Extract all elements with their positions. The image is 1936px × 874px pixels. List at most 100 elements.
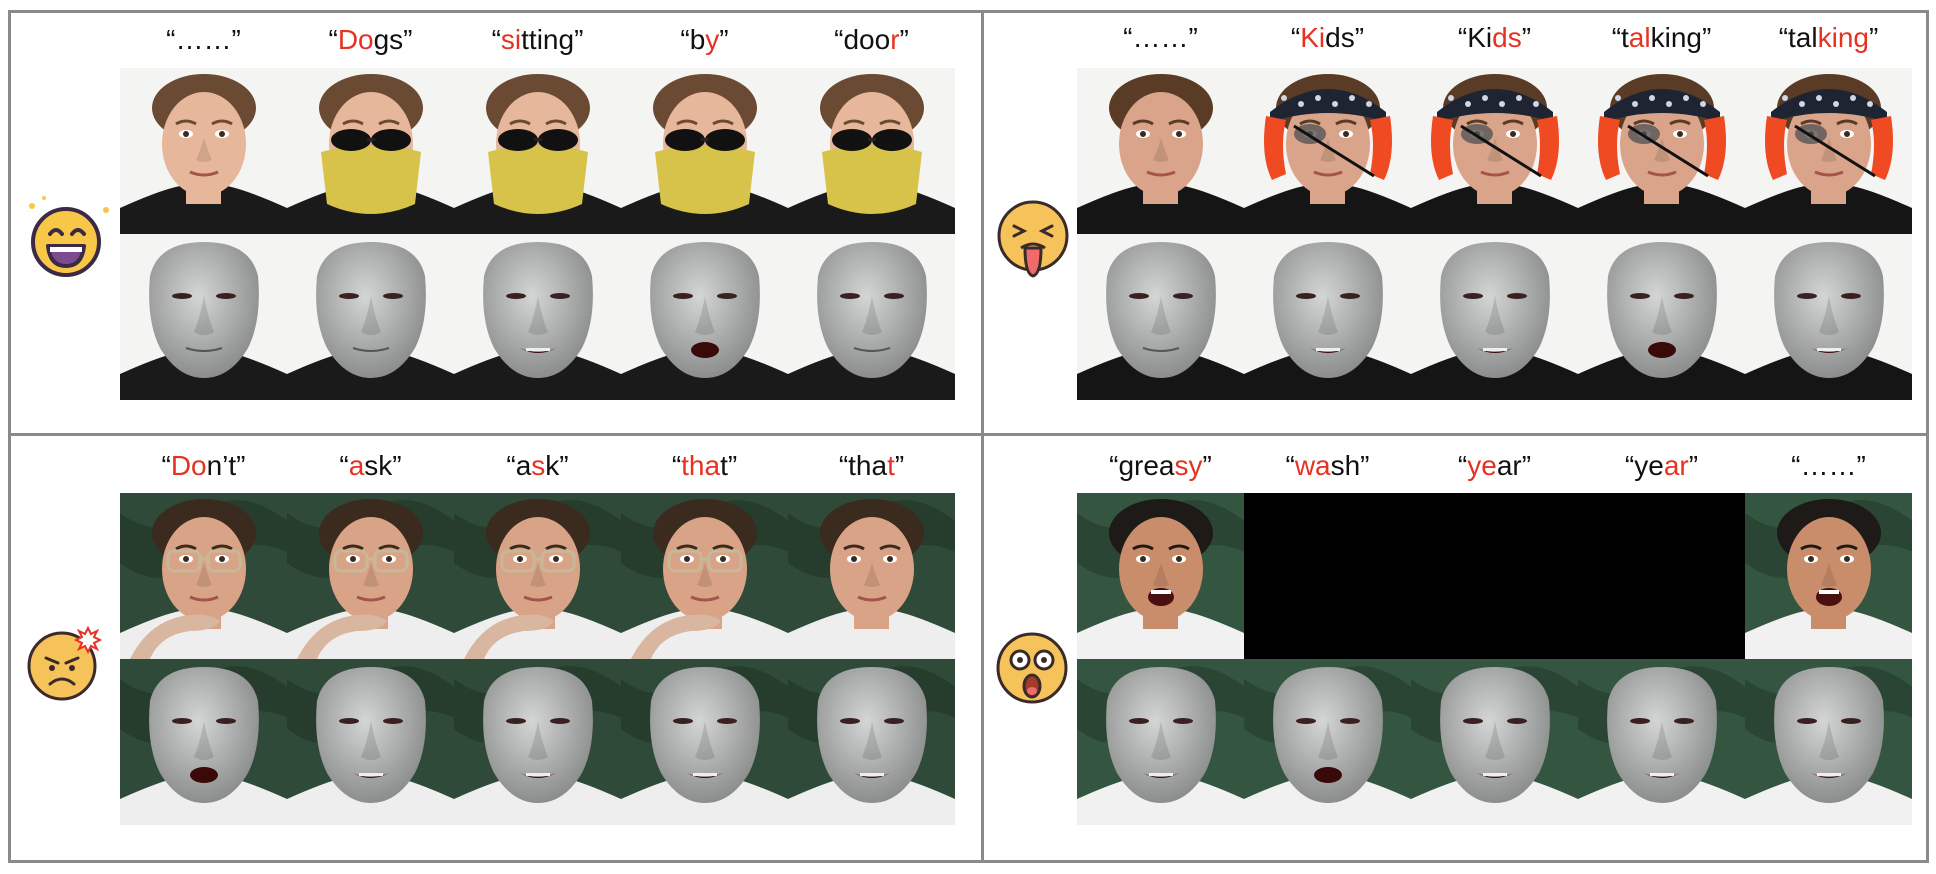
caption-p3-4: “tha t” — [621, 446, 788, 486]
face-photo-p3-5 — [788, 493, 955, 659]
face-photo-p2-3 — [1411, 68, 1578, 234]
caption-text: “a — [506, 450, 532, 481]
caption-text: “ — [1285, 450, 1295, 481]
laughing-face-emoji-icon — [20, 192, 112, 289]
angry-face-emoji-icon — [24, 622, 106, 709]
face-photo-p2-1 — [1077, 68, 1244, 234]
highlighted-phoneme: al — [1628, 22, 1651, 53]
face-mesh-p2-1 — [1077, 234, 1244, 400]
caption-p1-3: “si tting” — [454, 20, 621, 60]
face-photo-p2-2 — [1244, 68, 1411, 234]
caption-text: “tal — [1778, 22, 1818, 53]
face-photo-p2-5 — [1745, 68, 1912, 234]
caption-text: “tha — [838, 450, 888, 481]
face-mesh-p4-3 — [1411, 659, 1578, 825]
face-mesh-p1-2 — [287, 234, 454, 400]
shocked-face-emoji-icon — [992, 628, 1072, 713]
highlighted-phoneme: ar — [1663, 450, 1689, 481]
caption-p3-3: “a s k” — [454, 446, 621, 486]
face-photo-p3-2 — [287, 493, 454, 659]
caption-p2-2: “Ki ds” — [1244, 18, 1411, 58]
face-photo-p4-3 — [1411, 493, 1578, 659]
face-photo-p1-3 — [454, 68, 621, 234]
face-photo-p1-1 — [120, 68, 287, 234]
face-photo-p4-4 — [1578, 493, 1745, 659]
caption-text: ” — [1868, 22, 1879, 53]
caption-text: ” — [719, 24, 729, 55]
caption-text: “ — [671, 450, 682, 481]
face-mesh-p1-1 — [120, 234, 287, 400]
caption-text: “ye — [1624, 450, 1664, 481]
highlighted-phoneme: ye — [1467, 450, 1497, 481]
caption-p4-1: “grea sy” — [1077, 446, 1244, 486]
caption-p4-3: “ye ar” — [1411, 446, 1578, 486]
meshes-row-p1 — [120, 234, 955, 400]
face-photo-p4-2 — [1244, 493, 1411, 659]
face-mesh-p3-2 — [287, 659, 454, 825]
caption-text: “……” — [1123, 22, 1198, 53]
caption-p2-5: “tal king” — [1745, 18, 1912, 58]
face-mesh-p2-2 — [1244, 234, 1411, 400]
caption-text: “t — [1611, 22, 1629, 53]
caption-text: “b — [680, 24, 706, 55]
highlighted-phoneme: t — [887, 450, 895, 481]
face-mesh-p2-3 — [1411, 234, 1578, 400]
caption-text: gs” — [373, 24, 413, 55]
highlighted-phoneme: Do — [170, 450, 207, 481]
face-photo-p1-2 — [287, 68, 454, 234]
face-mesh-p1-5 — [788, 234, 955, 400]
meshes-row-p4 — [1077, 659, 1912, 825]
face-photo-p1-4 — [621, 68, 788, 234]
face-photo-p3-4 — [621, 493, 788, 659]
face-photo-p3-1 — [120, 493, 287, 659]
caption-p1-5: “doo r” — [788, 20, 955, 60]
caption-p4-2: “wa sh” — [1244, 446, 1411, 486]
caption-p1-4: “b y” — [621, 20, 788, 60]
caption-text: n’t” — [206, 450, 246, 481]
face-mesh-p4-4 — [1578, 659, 1745, 825]
caption-p4-4: “ye ar” — [1578, 446, 1745, 486]
face-photo-p3-3 — [454, 493, 621, 659]
meshes-row-p2 — [1077, 234, 1912, 400]
face-mesh-p2-4 — [1578, 234, 1745, 400]
caption-text: ds” — [1325, 22, 1365, 53]
caption-text: “grea — [1109, 450, 1175, 481]
caption-p3-5: “tha t” — [788, 446, 955, 486]
caption-p1-1: “……” — [120, 20, 287, 60]
caption-p2-3: “Ki ds” — [1411, 18, 1578, 58]
highlighted-phoneme: r — [890, 24, 900, 55]
highlighted-phoneme: a — [348, 450, 365, 481]
caption-text: ” — [1521, 22, 1532, 53]
face-mesh-p3-3 — [454, 659, 621, 825]
face-photo-p1-5 — [788, 68, 955, 234]
photos-row-p3 — [120, 493, 955, 659]
caption-text: “ — [161, 450, 171, 481]
caption-text: ar” — [1496, 450, 1532, 481]
caption-text: ” — [899, 24, 909, 55]
caption-text: “ — [339, 450, 349, 481]
caption-p2-1: “……” — [1077, 18, 1244, 58]
caption-p3-2: “a sk” — [287, 446, 454, 486]
caption-text: “ — [328, 24, 338, 55]
face-photo-p4-1 — [1077, 493, 1244, 659]
caption-text: “ — [491, 24, 501, 55]
caption-p1-2: “Do gs” — [287, 20, 454, 60]
photos-row-p1 — [120, 68, 955, 234]
caption-p2-4: “t al king” — [1578, 18, 1745, 58]
face-photo-p2-4 — [1578, 68, 1745, 234]
face-mesh-p3-1 — [120, 659, 287, 825]
highlighted-phoneme: s — [531, 450, 546, 481]
caption-text: “doo — [834, 24, 891, 55]
highlighted-phoneme: ds — [1492, 22, 1522, 53]
face-mesh-p4-5 — [1745, 659, 1912, 825]
face-mesh-p3-4 — [621, 659, 788, 825]
meshes-row-p3 — [120, 659, 955, 825]
highlighted-phoneme: king — [1817, 22, 1869, 53]
highlighted-phoneme: sy — [1174, 450, 1203, 481]
disgusted-face-emoji-icon — [994, 198, 1072, 287]
caption-text: king” — [1650, 22, 1712, 53]
caption-text: “Ki — [1457, 22, 1493, 53]
highlighted-phoneme: tha — [681, 450, 721, 481]
face-mesh-p4-2 — [1244, 659, 1411, 825]
highlighted-phoneme: y — [705, 24, 720, 55]
